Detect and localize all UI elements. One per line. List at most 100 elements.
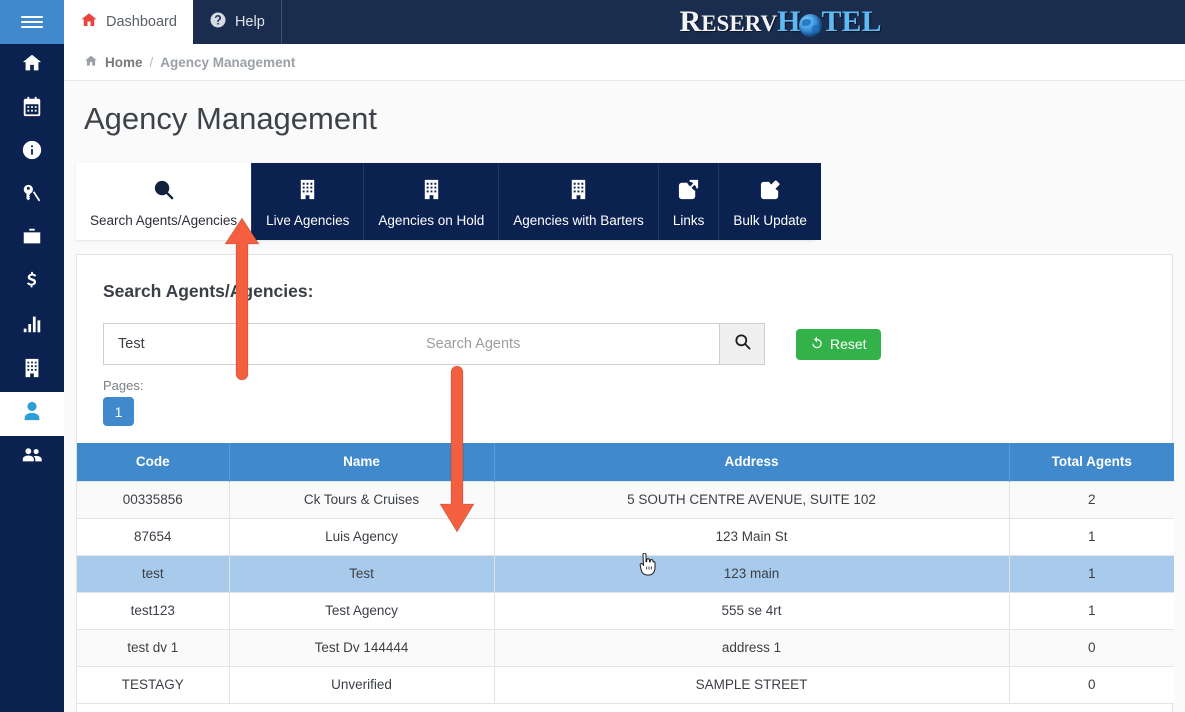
bar-chart-icon — [21, 313, 43, 340]
topnav-help-label: Help — [234, 14, 265, 30]
tab-label: Live Agencies — [266, 212, 350, 228]
sidebar — [0, 0, 64, 712]
sidebar-item-calendar[interactable] — [0, 88, 64, 132]
topbar: Dashboard Help RESERV H TEL — [64, 0, 1185, 44]
cell-name: Unverified — [228, 665, 495, 704]
cell-address: address 1 — [493, 628, 1010, 667]
cell-name: Ck Tours & Cruises — [228, 480, 495, 519]
cell-name: Test Agency — [228, 591, 495, 630]
breadcrumb-home[interactable]: Home — [105, 54, 143, 70]
tab-label: Bulk Update — [733, 212, 807, 228]
cell-name: Test Dv 144444 — [228, 628, 495, 667]
pagination-page-1[interactable]: 1 — [103, 397, 134, 426]
breadcrumb-separator: / — [149, 54, 154, 70]
table-row[interactable]: test123 Test Agency 555 se 4rt 1 — [77, 591, 1174, 630]
tab-agencies-with-barters[interactable]: Agencies with Barters — [499, 163, 659, 240]
reset-button-label: Reset — [830, 336, 867, 352]
search-heading: Search Agents/Agencies: — [103, 281, 314, 301]
table-row[interactable]: test dv 1 Test Dv 144444 address 1 0 — [77, 628, 1174, 667]
sidebar-item-properties[interactable] — [0, 349, 64, 393]
cell-address: 555 se 4rt — [493, 591, 1010, 630]
table-row[interactable]: TESTAGY Unverified SAMPLE STREET 0 — [77, 665, 1174, 704]
globe-icon — [799, 13, 823, 37]
tab-label: Links — [672, 212, 705, 228]
table-header-row: Code Name Address Total Agents — [77, 443, 1174, 481]
column-header-total-agents[interactable]: Total Agents — [1008, 443, 1174, 481]
search-submit-button[interactable] — [719, 324, 764, 364]
dollar-icon — [21, 270, 43, 297]
tab-bulk-update[interactable]: Bulk Update — [719, 163, 821, 240]
users-icon — [21, 444, 43, 471]
home-icon — [84, 54, 98, 71]
table-row[interactable]: 87654 Luis Agency 123 Main St 1 — [77, 517, 1174, 556]
search-icon — [152, 178, 175, 213]
external-link-icon — [677, 178, 700, 213]
search-box — [103, 323, 765, 365]
question-circle-icon — [209, 11, 227, 33]
sidebar-item-briefcase[interactable] — [0, 218, 64, 262]
search-agents-input[interactable] — [412, 324, 719, 364]
user-icon — [21, 400, 43, 427]
tab-search-agents-agencies[interactable]: Search Agents/Agencies — [76, 163, 253, 240]
table-row[interactable]: 00335856 Ck Tours & Cruises 5 SOUTH CENT… — [77, 480, 1174, 519]
cell-code: test123 — [77, 591, 230, 630]
search-icon — [733, 332, 752, 356]
column-header-code[interactable]: Code — [77, 443, 230, 481]
sidebar-item-home[interactable] — [0, 44, 64, 88]
calendar-icon — [21, 96, 43, 123]
topnav-dashboard[interactable]: Dashboard — [64, 0, 193, 44]
key-icon — [21, 183, 43, 210]
column-header-address[interactable]: Address — [493, 443, 1010, 481]
table-row-selected[interactable]: test Test 123 main 1 — [77, 554, 1174, 593]
tab-agencies-on-hold[interactable]: Agencies on Hold — [364, 163, 500, 240]
sidebar-item-groups[interactable] — [0, 436, 64, 480]
search-code-input[interactable] — [104, 324, 412, 364]
building-icon — [21, 357, 43, 384]
tab-bar: Search Agents/Agencies Live Agencies Age… — [76, 163, 821, 240]
sidebar-item-keys[interactable] — [0, 175, 64, 219]
breadcrumb: Home / Agency Management — [64, 44, 1185, 81]
cell-total-agents: 0 — [1008, 628, 1174, 667]
building-icon — [296, 178, 319, 213]
sidebar-item-billing[interactable] — [0, 262, 64, 306]
cell-total-agents: 0 — [1008, 665, 1174, 704]
cell-code: TESTAGY — [77, 665, 230, 704]
sidebar-item-agencies[interactable] — [0, 392, 64, 436]
cell-total-agents: 1 — [1008, 517, 1174, 556]
reset-button[interactable]: Reset — [796, 328, 881, 360]
cell-total-agents: 2 — [1008, 480, 1174, 519]
building-icon — [420, 178, 443, 213]
cell-total-agents: 1 — [1008, 554, 1174, 593]
cell-address: 5 SOUTH CENTRE AVENUE, SUITE 102 — [493, 480, 1010, 519]
home-icon — [21, 52, 43, 79]
home-icon — [80, 11, 98, 33]
tab-live-agencies[interactable]: Live Agencies — [252, 163, 365, 240]
cell-total-agents: 1 — [1008, 591, 1174, 630]
info-circle-icon — [21, 139, 43, 166]
cell-address: 123 Main St — [493, 517, 1010, 556]
hamburger-menu-button[interactable] — [0, 0, 64, 44]
pages-label: Pages: — [103, 378, 144, 393]
cell-code: test — [77, 554, 230, 593]
sidebar-item-reports[interactable] — [0, 305, 64, 349]
cell-name: Test — [228, 554, 495, 593]
column-header-name[interactable]: Name — [228, 443, 495, 481]
cell-address: 123 main — [493, 554, 1010, 593]
topnav-dashboard-label: Dashboard — [106, 14, 177, 30]
sidebar-item-info[interactable] — [0, 131, 64, 175]
agencies-table: Code Name Address Total Agents 00335856 … — [77, 443, 1174, 704]
cell-address: SAMPLE STREET — [493, 665, 1010, 704]
search-panel: Search Agents/Agencies: Reset Pages: 1 — [76, 254, 1174, 712]
tab-label: Agencies with Barters — [513, 212, 644, 228]
cell-code: 00335856 — [77, 480, 230, 519]
hamburger-icon — [21, 13, 43, 31]
cell-code: 87654 — [77, 517, 230, 556]
reservhotel-logo: RESERV H TEL — [668, 3, 893, 41]
tab-label: Search Agents/Agencies — [90, 212, 238, 228]
breadcrumb-current: Agency Management — [160, 54, 296, 70]
cell-code: test dv 1 — [77, 628, 230, 667]
building-icon — [567, 178, 590, 213]
page-title: Agency Management — [84, 101, 377, 136]
tab-links[interactable]: Links — [658, 163, 720, 240]
topnav-help[interactable]: Help — [193, 0, 282, 44]
